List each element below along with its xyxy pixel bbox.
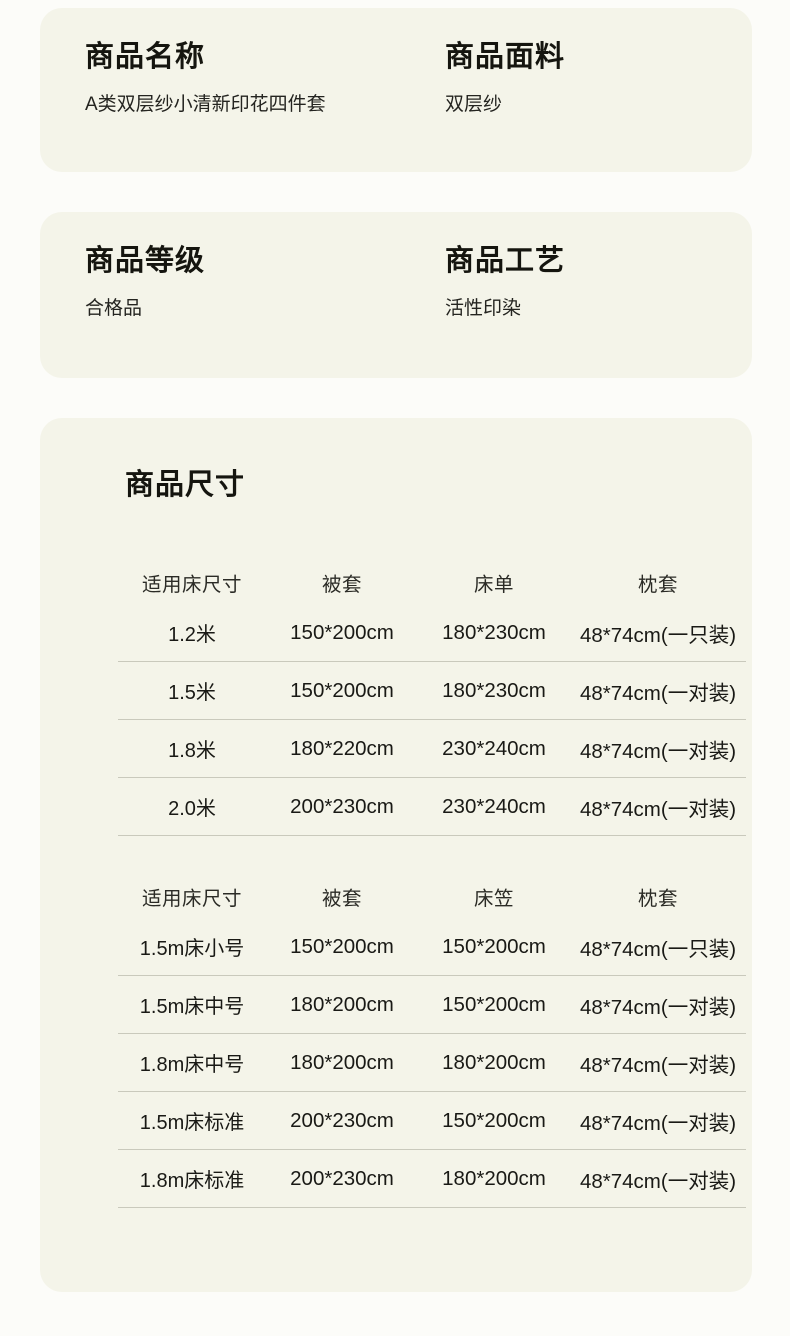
- table-cell: 2.0米: [118, 777, 266, 836]
- table-cell: 48*74cm(一只装): [570, 918, 746, 976]
- table-cell: 48*74cm(一对装): [570, 719, 746, 778]
- info-columns: 商品名称 A类双层纱小清新印花四件套 商品面料 双层纱: [85, 40, 732, 117]
- table-cell: 150*200cm: [266, 661, 418, 720]
- table-header-row: 适用床尺寸 被套 床笠 枕套: [118, 874, 746, 918]
- product-quality-card: 商品等级 合格品 商品工艺 活性印染: [40, 212, 752, 378]
- product-info-card: 商品名称 A类双层纱小清新印花四件套 商品面料 双层纱: [40, 8, 752, 172]
- table-cell: 150*200cm: [418, 975, 570, 1034]
- product-craft-title: 商品工艺: [445, 245, 566, 277]
- table-row: 1.8m床中号 180*200cm 180*200cm 48*74cm(一对装): [118, 1033, 746, 1092]
- table-cell: 48*74cm(一只装): [570, 604, 746, 662]
- table-cell: 1.8m床标准: [118, 1149, 266, 1208]
- table-cell: 200*230cm: [266, 1149, 418, 1208]
- table-cell: 150*200cm: [266, 918, 418, 976]
- product-name-title: 商品名称: [85, 41, 206, 73]
- table-cell: 48*74cm(一对装): [570, 1149, 746, 1208]
- table-cell: 1.5m床中号: [118, 975, 266, 1034]
- table-body: 1.2米 150*200cm 180*230cm 48*74cm(一只装) 1.5米 15…: [118, 604, 746, 836]
- table-header-row: 适用床尺寸 被套 床单 枕套: [118, 560, 746, 604]
- table-row: 1.5m床小号 150*200cm 150*200cm 48*74cm(一只装): [118, 918, 746, 976]
- product-grade-block: 商品等级 合格品: [85, 244, 445, 321]
- table-row: 1.2米 150*200cm 180*230cm 48*74cm(一只装): [118, 604, 746, 662]
- table-cell: 1.5米: [118, 661, 266, 720]
- table-body: 1.5m床小号 150*200cm 150*200cm 48*74cm(一只装) 1.5…: [118, 918, 746, 1208]
- table-cell: 48*74cm(一对装): [570, 777, 746, 836]
- size-table-bedsheet-wrap: 适用床尺寸 被套 床单 枕套 1.2米 150*200cm 180*230cm 48*74c…: [118, 560, 746, 836]
- table-row: 1.5米 150*200cm 180*230cm 48*74cm(一对装): [118, 661, 746, 720]
- table-cell: 48*74cm(一对装): [570, 661, 746, 720]
- product-name-block: 商品名称 A类双层纱小清新印花四件套: [85, 40, 445, 117]
- table-cell: 180*230cm: [418, 661, 570, 720]
- table-cell: 48*74cm(一对装): [570, 1033, 746, 1092]
- column-header: 床笠: [473, 887, 514, 910]
- product-name-value: A类双层纱小清新印花四件套: [85, 93, 326, 115]
- product-fabric-title: 商品面料: [445, 41, 566, 73]
- column-header: 枕套: [637, 573, 678, 596]
- table-cell: 230*240cm: [418, 719, 570, 778]
- product-size-card: 商品尺寸 适用床尺寸 被套 床单 枕套 1.2米 150*200cm 180*230cm 4…: [40, 418, 752, 1292]
- table-cell: 180*220cm: [266, 719, 418, 778]
- product-fabric-block: 商品面料 双层纱: [445, 40, 565, 117]
- table-row: 1.5m床标准 200*230cm 150*200cm 48*74cm(一对装): [118, 1091, 746, 1150]
- table-row: 1.5m床中号 180*200cm 150*200cm 48*74cm(一对装): [118, 975, 746, 1034]
- table-cell: 150*200cm: [418, 1091, 570, 1150]
- table-row: 1.8m床标准 200*230cm 180*200cm 48*74cm(一对装): [118, 1149, 746, 1208]
- table-cell: 48*74cm(一对装): [570, 975, 746, 1034]
- table-cell: 180*200cm: [418, 1149, 570, 1208]
- size-table-fittedsheet-wrap: 适用床尺寸 被套 床笠 枕套 1.5m床小号 150*200cm 150*200cm 48*…: [118, 874, 746, 1208]
- size-table-fittedsheet: 适用床尺寸 被套 床笠 枕套 1.5m床小号 150*200cm 150*200cm 48*…: [118, 874, 746, 1208]
- table-cell: 1.5m床小号: [118, 918, 266, 976]
- column-header: 枕套: [637, 887, 678, 910]
- table-cell: 230*240cm: [418, 777, 570, 836]
- table-cell: 180*230cm: [418, 604, 570, 662]
- table-cell: 180*200cm: [266, 975, 418, 1034]
- column-header: 床单: [473, 573, 514, 596]
- size-table-bedsheet: 适用床尺寸 被套 床单 枕套 1.2米 150*200cm 180*230cm 48*74c…: [118, 560, 746, 836]
- table-cell: 180*200cm: [266, 1033, 418, 1092]
- table-cell: 200*230cm: [266, 1091, 418, 1150]
- table-head: 适用床尺寸 被套 床笠 枕套: [118, 874, 746, 918]
- table-row: 2.0米 200*230cm 230*240cm 48*74cm(一对装): [118, 777, 746, 836]
- table-cell: 1.5m床标准: [118, 1091, 266, 1150]
- quality-columns: 商品等级 合格品 商品工艺 活性印染: [85, 244, 732, 321]
- product-fabric-value: 双层纱: [445, 93, 503, 115]
- product-craft-value: 活性印染: [445, 297, 522, 319]
- table-cell: 180*200cm: [418, 1033, 570, 1092]
- size-section-title: 商品尺寸: [125, 469, 246, 501]
- table-cell: 150*200cm: [266, 604, 418, 662]
- table-cell: 48*74cm(一对装): [570, 1091, 746, 1150]
- column-header: 被套: [321, 887, 362, 910]
- table-cell: 1.2米: [118, 604, 266, 662]
- table-head: 适用床尺寸 被套 床单 枕套: [118, 560, 746, 604]
- product-craft-block: 商品工艺 活性印染: [445, 244, 565, 321]
- table-cell: 1.8m床中号: [118, 1033, 266, 1092]
- table-row: 1.8米 180*220cm 230*240cm 48*74cm(一对装): [118, 719, 746, 778]
- product-grade-title: 商品等级: [85, 245, 206, 277]
- column-header: 适用床尺寸: [141, 887, 242, 910]
- table-cell: 150*200cm: [418, 918, 570, 976]
- table-cell: 200*230cm: [266, 777, 418, 836]
- table-cell: 1.8米: [118, 719, 266, 778]
- column-header: 被套: [321, 573, 362, 596]
- column-header: 适用床尺寸: [141, 573, 242, 596]
- product-grade-value: 合格品: [85, 297, 143, 319]
